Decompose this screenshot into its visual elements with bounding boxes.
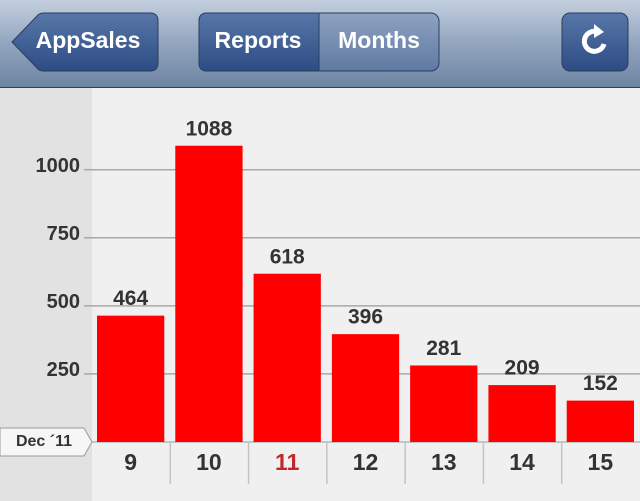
bar [253,273,321,442]
segment-reports[interactable]: Reports [215,27,302,53]
value-label: 618 [270,245,305,268]
month-tag [0,427,93,457]
back-label[interactable]: AppSales [36,27,141,53]
y-tick-label: 1000 [36,155,81,177]
value-label: 1088 [186,117,233,140]
refresh-icon [581,28,607,54]
x-tick-label: 9 [124,449,137,475]
value-label: 464 [113,287,148,310]
y-tick-label: 250 [47,359,80,381]
bar [175,145,243,442]
value-label: 152 [583,372,618,395]
bar [410,365,478,442]
segment-selected[interactable] [198,12,320,72]
bar [97,315,165,442]
bar [566,400,634,442]
x-tick-label: 11 [275,449,300,475]
back-button[interactable] [11,12,159,72]
refresh-arrow [594,24,604,38]
y-tick-label: 750 [47,223,80,245]
x-tick-label: 12 [353,449,379,475]
value-label: 209 [505,357,540,380]
y-tick-label: 500 [47,291,80,313]
segment-months[interactable]: Months [338,27,420,53]
month-tag-label: Dec ´11 [16,433,72,450]
x-tick-label: 13 [431,449,457,475]
bar [488,385,556,442]
x-tick-label: 10 [196,449,222,475]
bar [331,334,400,442]
value-label: 281 [426,337,461,360]
x-tick-label: 14 [509,449,535,475]
value-label: 396 [348,306,383,329]
x-tick-label: 15 [588,449,614,475]
chart: 250 500 750 1000 464 9 1088 10 618 11 396 12 281 13 20… [0,117,640,484]
refresh-button[interactable] [561,12,629,72]
